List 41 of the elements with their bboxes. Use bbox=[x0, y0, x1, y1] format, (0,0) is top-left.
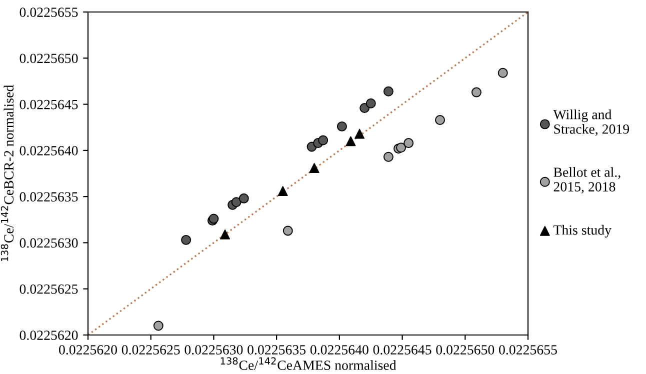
point bbox=[404, 138, 414, 148]
x-tick-label: 0.0225625 bbox=[122, 345, 180, 355]
x-tick-label: 0.0225650 bbox=[436, 345, 494, 355]
y-tick-label: 0.0225625 bbox=[20, 284, 78, 294]
x-tick-label: 0.0225620 bbox=[59, 345, 117, 355]
y-axis-title: $^{138}$Ce/$^{142}$CeBCR-2 normalised bbox=[0, 85, 14, 262]
y-tick-label: 0.0225650 bbox=[20, 54, 78, 64]
y-tick-label: 0.0225655 bbox=[20, 8, 78, 18]
point bbox=[231, 197, 242, 208]
x-tick-label: 0.0225655 bbox=[499, 345, 557, 355]
point bbox=[153, 320, 164, 331]
x-axis-title: $^{138}$Ce/$^{142}$CeAMES normalised bbox=[220, 357, 396, 370]
legend-label: This study bbox=[553, 224, 612, 238]
point bbox=[498, 68, 508, 78]
y-tick-label: 0.0225645 bbox=[20, 100, 78, 110]
point bbox=[181, 234, 192, 245]
point bbox=[471, 87, 482, 98]
point bbox=[336, 121, 347, 132]
y-tick-label: 0.0225630 bbox=[20, 238, 78, 248]
y-tick-label: 0.0225635 bbox=[20, 192, 78, 202]
x-tick-label: 0.0225630 bbox=[184, 345, 243, 355]
point bbox=[278, 186, 288, 196]
point bbox=[435, 114, 445, 125]
legend-label: Bellot et al., 2015, 2018 bbox=[554, 167, 620, 194]
x-tick-label: 0.0225635 bbox=[248, 345, 306, 355]
point bbox=[383, 152, 394, 162]
point bbox=[383, 86, 394, 96]
point bbox=[366, 98, 376, 108]
point bbox=[282, 226, 293, 236]
point bbox=[309, 162, 320, 173]
point bbox=[346, 136, 356, 146]
point bbox=[318, 135, 328, 146]
y-tick-label: 0.0225640 bbox=[20, 146, 78, 156]
legend-label: Willig and Stracke, 2019 bbox=[553, 109, 630, 136]
point bbox=[238, 193, 249, 204]
x-tick-label: 0.0225645 bbox=[373, 345, 432, 355]
y-tick-label: 0.0225620 bbox=[20, 330, 78, 340]
point bbox=[354, 128, 365, 139]
x-tick-label: 0.0225640 bbox=[310, 345, 368, 355]
point bbox=[396, 142, 406, 153]
point bbox=[220, 229, 230, 240]
